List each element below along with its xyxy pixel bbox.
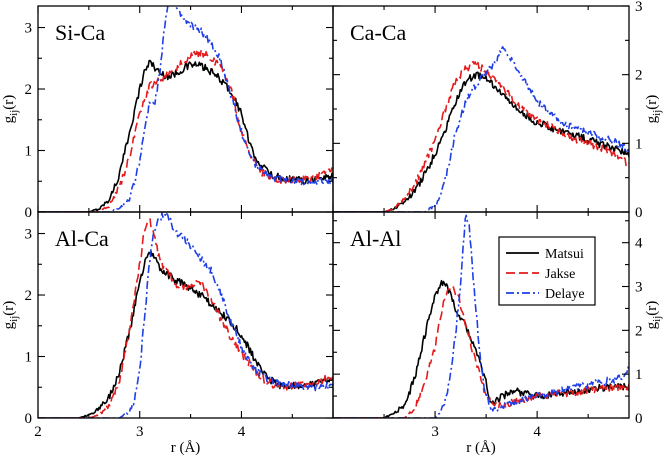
series-matsui-ca-ca: [333, 71, 629, 212]
series-delaye-al-al: [333, 214, 629, 418]
legend-label-matsui: Matsui: [545, 247, 584, 262]
x-tick-label: 3: [431, 424, 439, 440]
x-tick-label: 2: [34, 424, 42, 440]
y-axis-title: gij(r): [644, 95, 663, 124]
panel-title: Al-Al: [350, 226, 401, 251]
series-jakse-al-ca: [38, 218, 333, 418]
panel-al-ca: 0 1 2 3 2 3 4 Al-Ca gij(r): [1, 211, 334, 440]
series-delaye-al-ca: [38, 212, 333, 418]
series-matsui-al-ca: [38, 250, 333, 418]
series-jakse-al-al: [333, 285, 629, 418]
y-tick-label: 3: [25, 227, 33, 243]
y-tick-label: 2: [635, 323, 643, 339]
series-jakse-si-ca: [38, 48, 333, 212]
panel-title: Ca-Ca: [350, 20, 406, 45]
series-delaye-si-ca: [38, 6, 333, 212]
series-matsui-si-ca: [38, 59, 333, 212]
y-tick-label: 3: [635, 280, 643, 296]
y-axis-title: gij(r): [1, 95, 20, 124]
x-axis-title: r (Å): [466, 440, 496, 456]
y-tick-label: 2: [25, 82, 33, 98]
series-group: [333, 46, 629, 212]
legend: Matsui Jakse Delaye: [498, 236, 596, 306]
y-axis-title: gij(r): [1, 301, 20, 330]
y-tick-label: 1: [635, 367, 643, 383]
legend-box: [498, 236, 596, 306]
y-tick-label: 0: [635, 411, 643, 427]
panel-title: Al-Ca: [55, 226, 109, 251]
y-tick-label: 0: [635, 205, 643, 221]
x-axis-title: r (Å): [171, 440, 201, 456]
series-group: [38, 212, 333, 418]
series-group: [38, 6, 333, 212]
legend-label-delaye: Delaye: [545, 287, 585, 302]
series-jakse-ca-ca: [333, 60, 629, 212]
panel-frame: [332, 211, 630, 419]
y-tick-label: 1: [635, 136, 643, 152]
y-tick-label: 2: [635, 68, 643, 84]
y-tick-label: 3: [635, 0, 643, 15]
legend-label-jakse: Jakse: [545, 267, 575, 282]
x-tick-label: 3: [136, 424, 144, 440]
y-tick-label: 3: [25, 21, 33, 37]
y-tick-label: 2: [25, 288, 33, 304]
panel-ca-ca: 0 1 2 3 Ca-Ca gij(r): [332, 0, 663, 221]
y-tick-label: 1: [25, 350, 33, 366]
panel-al-al: 0 1 2 3 4 3 4 Al-Al gij(r): [332, 211, 663, 440]
x-tick-label: 4: [533, 424, 541, 440]
y-tick-label: 1: [25, 144, 33, 160]
x-tick-label: 4: [238, 424, 246, 440]
y-tick-label: 0: [25, 205, 33, 221]
y-axis-title: gij(r): [644, 301, 663, 330]
y-tick-label: 4: [635, 236, 643, 252]
series-group: [333, 214, 629, 418]
series-delaye-ca-ca: [333, 46, 629, 212]
panel-title: Si-Ca: [55, 20, 105, 45]
y-tick-label: 0: [25, 411, 33, 427]
panel-si-ca: 0 1 2 3 Si-Ca gij(r): [1, 5, 334, 221]
